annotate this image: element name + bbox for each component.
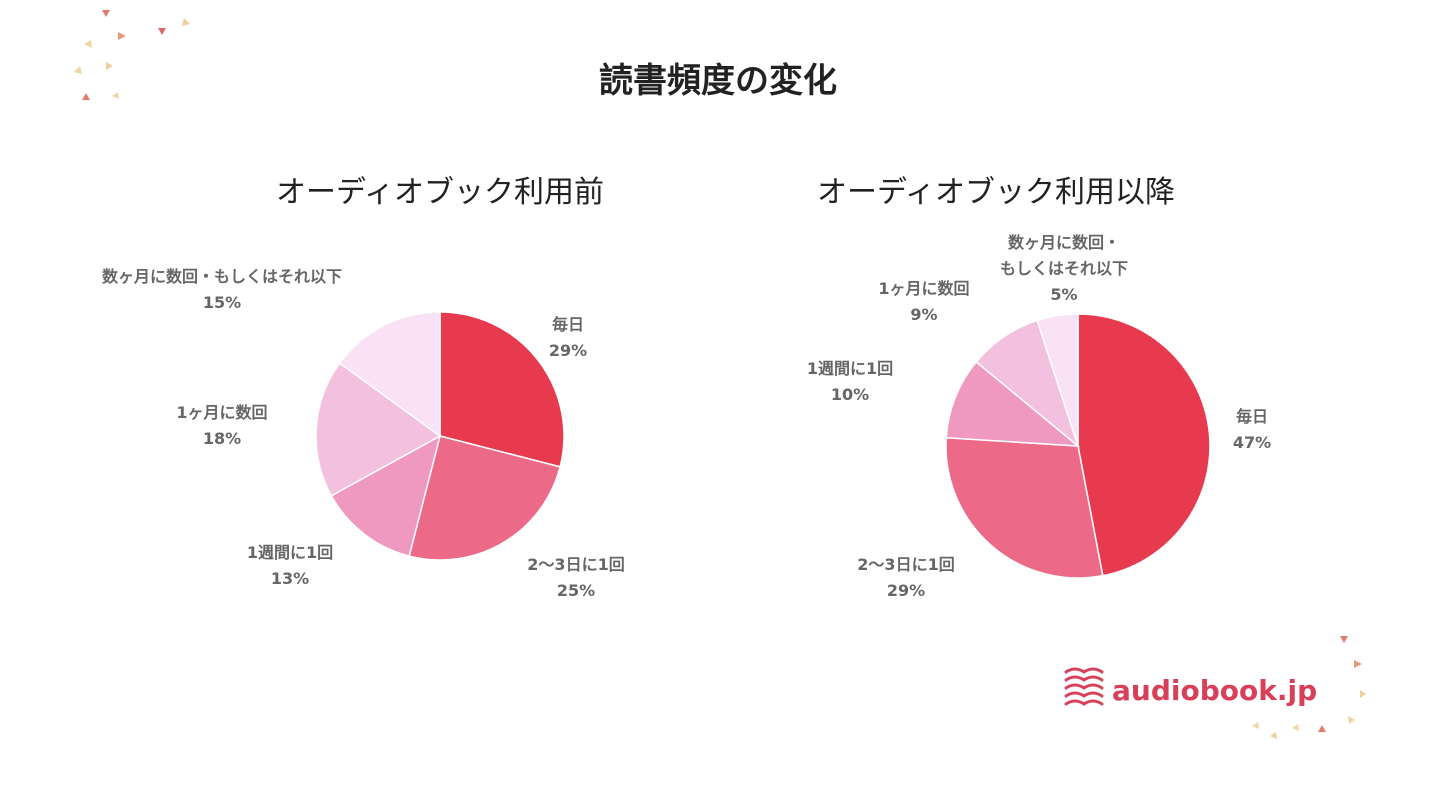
slice-label: 2〜3日に1回 29% [857, 555, 954, 600]
confetti-triangle [1252, 722, 1259, 729]
confetti-triangle [84, 40, 92, 48]
pie-slice [1077, 313, 1211, 577]
slice-label-name: 毎日 [552, 315, 584, 334]
slice-label: 1ヶ月に数回 9% [878, 279, 969, 324]
slice-label-name: 2〜3日に1回 [857, 555, 954, 574]
confetti-triangle [158, 28, 166, 35]
slice-label: 毎日 29% [549, 315, 587, 360]
pie-slice [945, 360, 1081, 447]
brand-name: audiobook.jp [1112, 674, 1317, 707]
pie-slice [338, 311, 441, 438]
confetti-triangle [1348, 716, 1355, 724]
slice-label-percent: 9% [910, 305, 937, 324]
confetti-triangle [1318, 725, 1326, 732]
confetti-triangle [82, 93, 90, 100]
slice-label-percent: 10% [831, 385, 869, 404]
chart-title-after: オーディオブック利用以降 [817, 175, 1175, 210]
pie-slice [315, 362, 442, 497]
pie-chart-before: オーディオブック利用前 毎日 29% 2〜3日に1回 25% 1週間に1回 13% 1ヶ月に… [102, 175, 625, 600]
slice-label-name: 1ヶ月に数回 [176, 403, 267, 422]
confetti-triangle [1360, 690, 1366, 698]
slice-label-name: もしくはそれ以下 [1000, 259, 1128, 278]
pie-slice [330, 434, 442, 558]
slice-label-percent: 15% [203, 293, 241, 312]
slice-label-name: 1ヶ月に数回 [878, 279, 969, 298]
slice-label-percent: 25% [557, 581, 595, 600]
confetti-decoration-bottom-right [1252, 636, 1366, 739]
pie-slices-before [315, 311, 565, 561]
confetti-triangle [1270, 732, 1277, 739]
pie-slice [439, 311, 565, 468]
slice-label-name: 数ヶ月に数回・ [1008, 233, 1120, 252]
pie-slice [945, 436, 1104, 579]
confetti-triangle [74, 66, 82, 74]
chart-title-before: オーディオブック利用前 [276, 175, 604, 210]
slice-label-name: 数ヶ月に数回・もしくはそれ以下 [102, 267, 342, 286]
slice-label-percent: 13% [271, 569, 309, 588]
slice-label-percent: 18% [203, 429, 241, 448]
confetti-triangle [118, 32, 126, 40]
slice-label: 数ヶ月に数回・もしくはそれ以下 15% [102, 267, 342, 312]
slice-label-percent: 5% [1050, 285, 1077, 304]
slice-label: 1ヶ月に数回 18% [176, 403, 267, 448]
confetti-triangle [1340, 636, 1348, 643]
confetti-triangle [1354, 660, 1362, 668]
audiobook-logo: audiobook.jp [1064, 667, 1317, 707]
slice-label: 数ヶ月に数回・もしくはそれ以下 5% [1000, 233, 1128, 304]
slice-label-name: 1週間に1回 [807, 359, 893, 378]
confetti-triangle [102, 10, 110, 17]
confetti-triangle [182, 18, 190, 26]
confetti-triangle [106, 62, 113, 70]
confetti-decoration-top-left [74, 10, 190, 100]
pie-chart-after: オーディオブック利用以降 毎日 47% 2〜3日に1回 29% 1週間に1回 10% 1ヶ月… [807, 175, 1271, 600]
slice-label: 1週間に1回 10% [807, 359, 893, 404]
slice-label: 毎日 47% [1233, 407, 1271, 452]
confetti-triangle [1292, 724, 1299, 731]
slice-label-percent: 29% [887, 581, 925, 600]
pie-slices-after [945, 313, 1211, 579]
slice-label-name: 2〜3日に1回 [527, 555, 624, 574]
pie-labels-after: 毎日 47% 2〜3日に1回 29% 1週間に1回 10% 1ヶ月に数回 9% 数ヶ月に数回・も… [807, 233, 1271, 600]
slice-label-name: 1週間に1回 [247, 543, 333, 562]
confetti-triangle [112, 92, 119, 99]
page-title: 読書頻度の変化 [599, 61, 837, 101]
slice-label: 2〜3日に1回 25% [527, 555, 624, 600]
pie-slice [1036, 313, 1079, 447]
book-waves-icon [1064, 667, 1104, 706]
slice-label: 1週間に1回 13% [247, 543, 333, 588]
pie-slice [408, 435, 562, 561]
slice-label-name: 毎日 [1236, 407, 1268, 426]
slice-label-percent: 47% [1233, 433, 1271, 452]
pie-labels-before: 毎日 29% 2〜3日に1回 25% 1週間に1回 13% 1ヶ月に数回 18% 数ヶ月に数回・… [102, 267, 625, 600]
slice-label-percent: 29% [549, 341, 587, 360]
